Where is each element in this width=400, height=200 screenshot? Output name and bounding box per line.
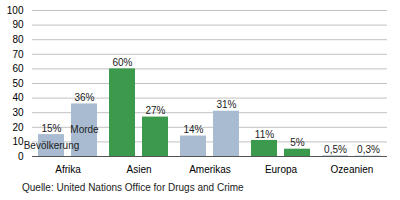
svg-text:60%: 60% — [112, 57, 132, 68]
svg-text:90: 90 — [12, 19, 24, 30]
svg-text:0: 0 — [18, 151, 24, 162]
svg-text:80: 80 — [12, 34, 24, 45]
svg-text:10: 10 — [12, 136, 24, 147]
svg-text:Europa: Europa — [265, 164, 298, 175]
svg-text:Morde: Morde — [70, 124, 99, 135]
svg-text:27%: 27% — [145, 105, 165, 116]
svg-text:Amerikas: Amerikas — [189, 164, 231, 175]
svg-text:Asien: Asien — [126, 164, 151, 175]
svg-text:70: 70 — [12, 49, 24, 60]
svg-text:Ozeanien: Ozeanien — [331, 164, 374, 175]
svg-text:30: 30 — [12, 107, 24, 118]
svg-text:Afrika: Afrika — [55, 164, 81, 175]
svg-text:11%: 11% — [255, 129, 274, 140]
svg-text:60: 60 — [12, 63, 24, 74]
html-text:Quelle: United Nations Office: Quelle: United Nations Office for Drugs … — [22, 182, 244, 193]
svg-text:40: 40 — [12, 92, 24, 103]
svg-text:Bevölkerung: Bevölkerung — [24, 140, 80, 151]
svg-text:36%: 36% — [74, 92, 94, 103]
svg-text:20: 20 — [12, 122, 24, 133]
svg-text:0,5%: 0,5% — [324, 144, 347, 155]
svg-text:50: 50 — [12, 78, 24, 89]
svg-text:5%: 5% — [290, 137, 305, 148]
svg-text:0,3%: 0,3% — [357, 144, 380, 155]
svg-text:100: 100 — [7, 5, 24, 16]
svg-text:31%: 31% — [216, 99, 236, 110]
svg-text:15%: 15% — [41, 123, 61, 134]
svg-text:14%: 14% — [183, 124, 203, 135]
